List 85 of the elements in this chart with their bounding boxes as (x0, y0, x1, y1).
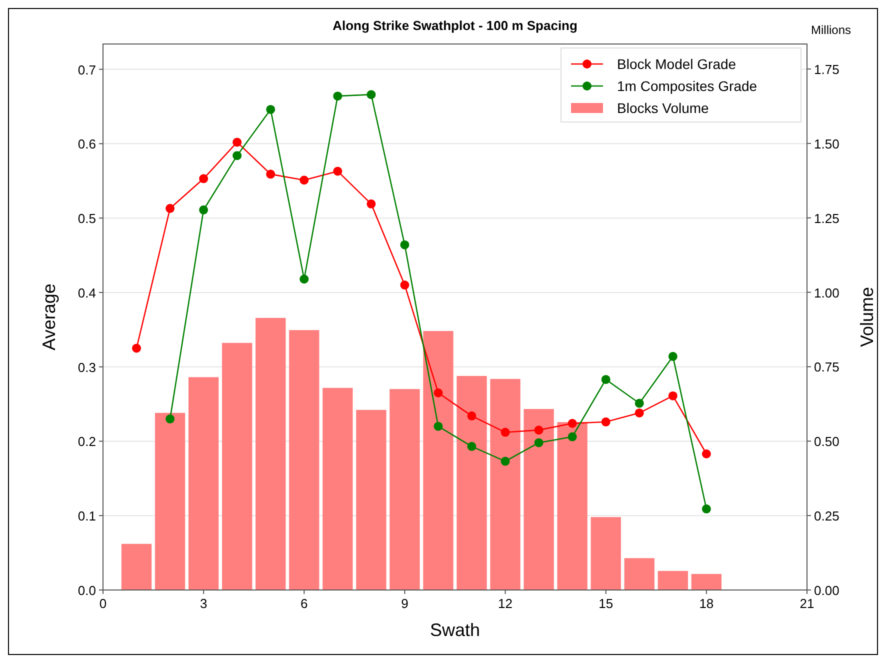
y2-tick-label: 1.75 (814, 62, 840, 78)
bar (524, 408, 554, 590)
point (166, 204, 175, 213)
point (199, 205, 208, 214)
y-tick-label: 0.6 (78, 136, 96, 152)
bar (423, 330, 454, 590)
bar (154, 412, 186, 590)
x-tick-label: 9 (401, 596, 408, 611)
point (500, 456, 510, 466)
point (400, 280, 410, 290)
point (300, 176, 309, 185)
x-tick-label: 3 (200, 596, 208, 611)
x-tick-label: 0 (99, 596, 107, 611)
bar (289, 330, 320, 590)
y2-axis-title: Volume (857, 286, 877, 348)
point (568, 418, 577, 428)
y-tick-label: 0.5 (78, 211, 96, 226)
legend-label: 1m Composites Grade (617, 78, 758, 94)
point (668, 391, 678, 400)
point (634, 408, 644, 418)
bar (256, 318, 286, 590)
bar (121, 544, 152, 590)
y2-tick-label: 0.25 (814, 508, 840, 524)
chart-title: Along Strike Swathplot - 100 m Spacing (332, 18, 578, 33)
bar (390, 389, 420, 590)
point (333, 166, 342, 176)
point (366, 199, 376, 208)
y-axis-title: Average (39, 284, 59, 350)
point (702, 449, 711, 458)
point (400, 240, 410, 250)
bar (658, 570, 688, 590)
point (601, 417, 610, 426)
x-tick-label: 21 (800, 596, 814, 611)
legend-label: Block Model Grade (617, 56, 736, 72)
point (366, 90, 376, 100)
bar (322, 388, 353, 590)
point (434, 388, 443, 398)
bar (624, 558, 654, 590)
bar (356, 410, 386, 590)
y-tick-label: 0.7 (78, 62, 96, 78)
point (266, 170, 276, 179)
point (467, 411, 476, 420)
bar (590, 517, 621, 590)
point (232, 151, 242, 160)
bar (490, 378, 520, 590)
point (668, 352, 678, 361)
y2-tick-label: 0.75 (814, 360, 840, 375)
y2-tick-label: 0.00 (814, 583, 840, 598)
x-tick-label: 15 (598, 596, 614, 611)
y2-tick-label: 0.50 (814, 434, 840, 450)
point (266, 104, 276, 114)
point (434, 422, 443, 431)
point (568, 432, 577, 442)
bar (222, 342, 252, 590)
y-tick-label: 0.2 (78, 434, 96, 450)
point (534, 438, 544, 448)
bar (557, 422, 588, 590)
point (634, 398, 644, 408)
bar (691, 574, 722, 590)
point (534, 426, 544, 435)
bar (188, 377, 219, 590)
x-tick-label: 6 (300, 596, 308, 611)
point (199, 174, 208, 184)
point (166, 414, 175, 424)
point (333, 92, 342, 101)
point (232, 138, 242, 147)
point (601, 374, 610, 384)
y2-tick-label: 1.00 (814, 285, 840, 300)
y2-tick-label: 1.25 (814, 210, 840, 226)
legend-label: Blocks Volume (617, 100, 710, 116)
x-axis-title: Swath (430, 620, 480, 640)
y-tick-label: 0.1 (78, 508, 96, 524)
point (702, 504, 711, 514)
text: Millions (811, 23, 852, 37)
point (467, 442, 476, 451)
x-tick-label: 18 (699, 596, 714, 611)
y-tick-label: 0.0 (78, 583, 96, 598)
x-tick-label: 12 (498, 596, 513, 611)
point (132, 344, 142, 353)
point (500, 428, 510, 437)
point (300, 274, 309, 284)
y-tick-label: 0.3 (78, 360, 96, 375)
y2-tick-label: 1.50 (814, 136, 840, 152)
y-tick-label: 0.4 (78, 285, 96, 300)
bar (456, 376, 487, 590)
